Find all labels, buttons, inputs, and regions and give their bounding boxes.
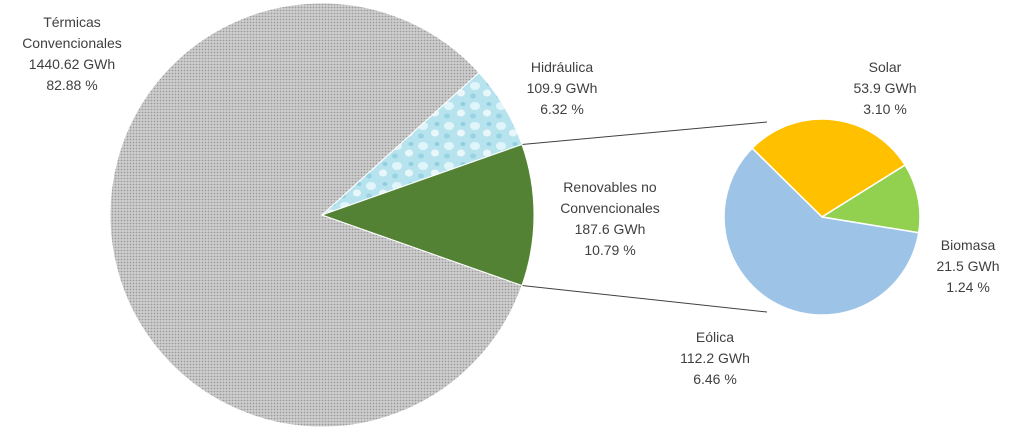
label-value: 112.2 GWh: [680, 350, 750, 366]
data-label-hidraulica: Hidráulica 109.9 GWh 6.32 %: [527, 59, 598, 117]
label-percent: 6.46 %: [693, 371, 737, 387]
label-value: 187.6 GWh: [575, 221, 646, 237]
data-label-eolica: Eólica 112.2 GWh 6.46 %: [680, 329, 750, 387]
main-pie: [109, 2, 535, 428]
connector-line-bottom: [521, 285, 768, 313]
label-value: 53.9 GWh: [853, 80, 916, 96]
label-value: 1440.62 GWh: [29, 56, 115, 72]
label-value: 109.9 GWh: [527, 80, 598, 96]
label-percent: 82.88 %: [46, 77, 97, 93]
pie-slice-eolica: [723, 147, 920, 316]
data-label-biomasa: Biomasa 21.5 GWh 1.24 %: [936, 237, 999, 295]
pie-slice-termicas: [109, 2, 523, 428]
label-line: Renovables no: [563, 179, 657, 195]
sub-pie: [723, 118, 921, 316]
connector-lines: [521, 121, 768, 313]
label-value: 21.5 GWh: [936, 258, 999, 274]
label-line: Eólica: [696, 329, 734, 345]
data-label-termicas: Térmicas Convencionales 1440.62 GWh 82.8…: [22, 14, 122, 93]
pie-slice-biomasa: [819, 164, 921, 234]
pie-slice-solar: [751, 118, 907, 218]
data-label-solar: Solar 53.9 GWh 3.10 %: [853, 59, 916, 117]
pie-slice-renovables: [320, 143, 535, 287]
label-percent: 6.32 %: [540, 101, 584, 117]
label-line: Biomasa: [941, 237, 996, 253]
label-percent: 10.79 %: [584, 242, 635, 258]
data-label-renovables: Renovables no Convencionales 187.6 GWh 1…: [560, 179, 660, 258]
label-percent: 1.24 %: [946, 279, 990, 295]
label-line: Térmicas: [43, 14, 101, 30]
label-line: Convencionales: [560, 200, 660, 216]
label-line: Hidráulica: [531, 59, 593, 75]
label-line: Convencionales: [22, 35, 122, 51]
label-line: Solar: [869, 59, 902, 75]
connector-line-top: [521, 121, 768, 145]
label-percent: 3.10 %: [863, 101, 907, 117]
